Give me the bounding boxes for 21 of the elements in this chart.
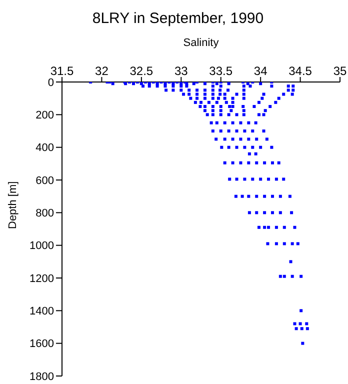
y-tick-label: 1600 (30, 338, 54, 350)
x-tick-label: 32 (95, 64, 109, 78)
x-tick-label: 33 (174, 64, 188, 78)
y-tick-label: 1400 (30, 306, 54, 318)
x-tick-label: 32.5 (130, 64, 154, 78)
y-tick-label: 800 (36, 208, 54, 220)
x-tick-label: 34 (254, 64, 268, 78)
y-tick-label: 0 (48, 76, 54, 89)
y-axis-title: Depth [m] (6, 181, 19, 229)
x-tick-label: 34.5 (288, 64, 312, 78)
x-tick-label: 33.5 (209, 64, 233, 78)
y-tick-label: 200 (36, 110, 54, 122)
x-axis-title: Salinity (183, 36, 220, 49)
chart-title: 8LRY in September, 1990 (91, 9, 265, 29)
x-tick-label: 31.5 (50, 64, 74, 78)
y-tick-label: 1200 (30, 272, 54, 285)
y-tick-label: 400 (36, 142, 54, 154)
y-tick-label: 600 (36, 174, 54, 187)
y-tick-label: 1800 (30, 370, 54, 383)
y-tick-label: 1000 (30, 240, 54, 252)
x-tick-label: 35 (333, 64, 347, 78)
